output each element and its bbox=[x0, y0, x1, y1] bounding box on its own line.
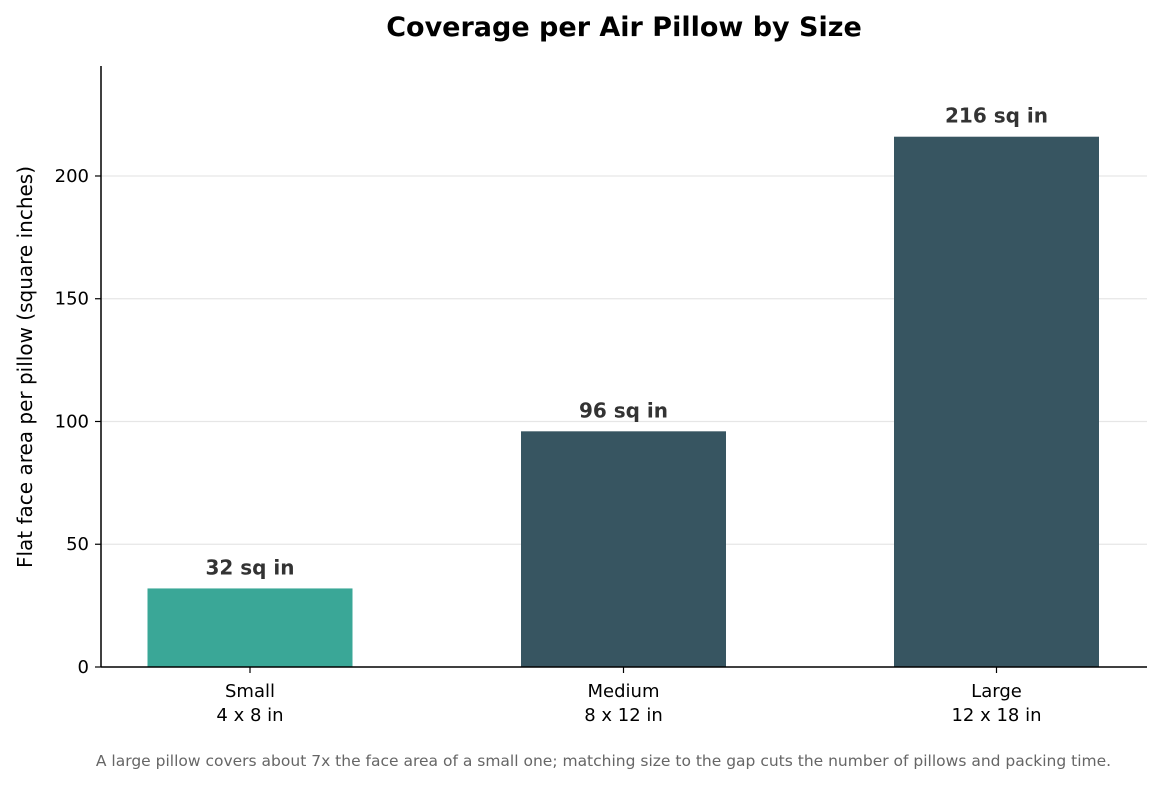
bar-large bbox=[894, 136, 1099, 668]
y-axis-label: Flat face area per pillow (square inches… bbox=[13, 166, 37, 568]
data-label: 216 sq in bbox=[945, 104, 1048, 128]
x-tick-label: Large bbox=[971, 681, 1022, 702]
bar-medium bbox=[521, 431, 726, 667]
y-ticks: 0 50 100 150 200 bbox=[55, 166, 101, 678]
bars bbox=[147, 136, 1099, 668]
x-tick-sublabel: 8 x 12 in bbox=[584, 705, 663, 726]
x-tick-label: Small bbox=[225, 681, 275, 702]
x-tick-sublabel: 4 x 8 in bbox=[216, 705, 283, 726]
x-tick-sublabel: 12 x 18 in bbox=[951, 705, 1041, 726]
x-tick-label: Medium bbox=[588, 681, 660, 702]
y-tick-label: 150 bbox=[55, 289, 89, 310]
data-label: 96 sq in bbox=[579, 398, 668, 422]
data-label: 32 sq in bbox=[205, 555, 294, 579]
y-tick-label: 0 bbox=[78, 657, 89, 678]
x-ticks: Small 4 x 8 in Medium 8 x 12 in Large 12 x 18… bbox=[216, 667, 1042, 726]
chart-title: Coverage per Air Pillow by Size bbox=[386, 12, 862, 43]
y-tick-label: 200 bbox=[55, 166, 89, 187]
y-tick-label: 50 bbox=[66, 534, 89, 555]
bar-small bbox=[147, 588, 353, 667]
y-tick-label: 100 bbox=[55, 411, 89, 432]
footnote: A large pillow covers about 7x the face … bbox=[95, 752, 1112, 770]
data-labels: 32 sq in 96 sq in 216 sq in bbox=[205, 104, 1048, 580]
